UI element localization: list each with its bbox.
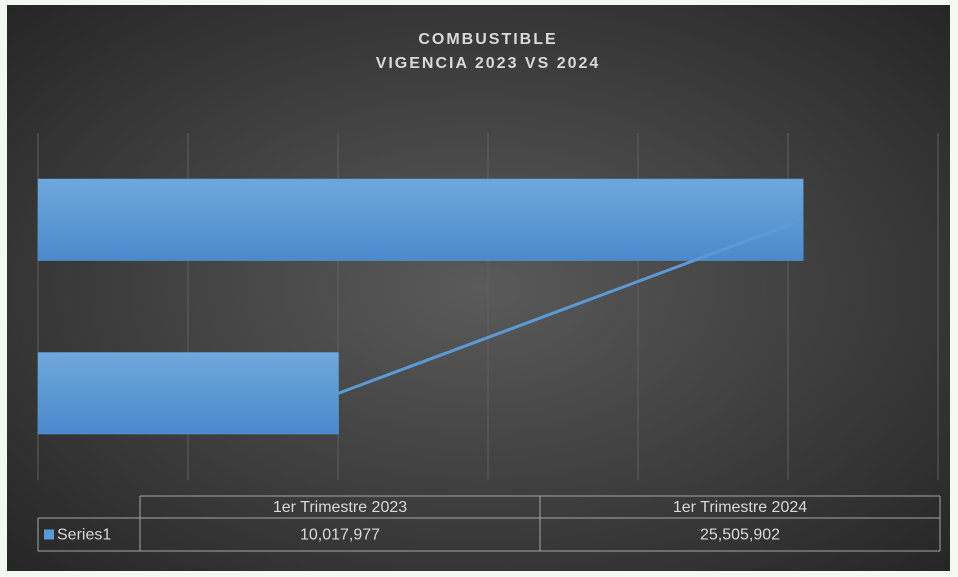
table-value: 10,017,977 <box>300 527 380 544</box>
chart-subtitle: VIGENCIA 2023 VS 2024 <box>376 55 601 72</box>
legend-key <box>44 529 54 540</box>
table-value: 25,505,902 <box>700 527 780 544</box>
bar <box>37 178 804 261</box>
chart-area <box>7 5 950 571</box>
bar <box>37 352 339 435</box>
legend-label: Series1 <box>57 527 111 544</box>
table-header: 1er Trimestre 2023 <box>273 499 407 516</box>
series-line <box>338 218 804 395</box>
chart-title: COMBUSTIBLE <box>418 31 557 48</box>
table-header: 1er Trimestre 2024 <box>673 499 807 516</box>
